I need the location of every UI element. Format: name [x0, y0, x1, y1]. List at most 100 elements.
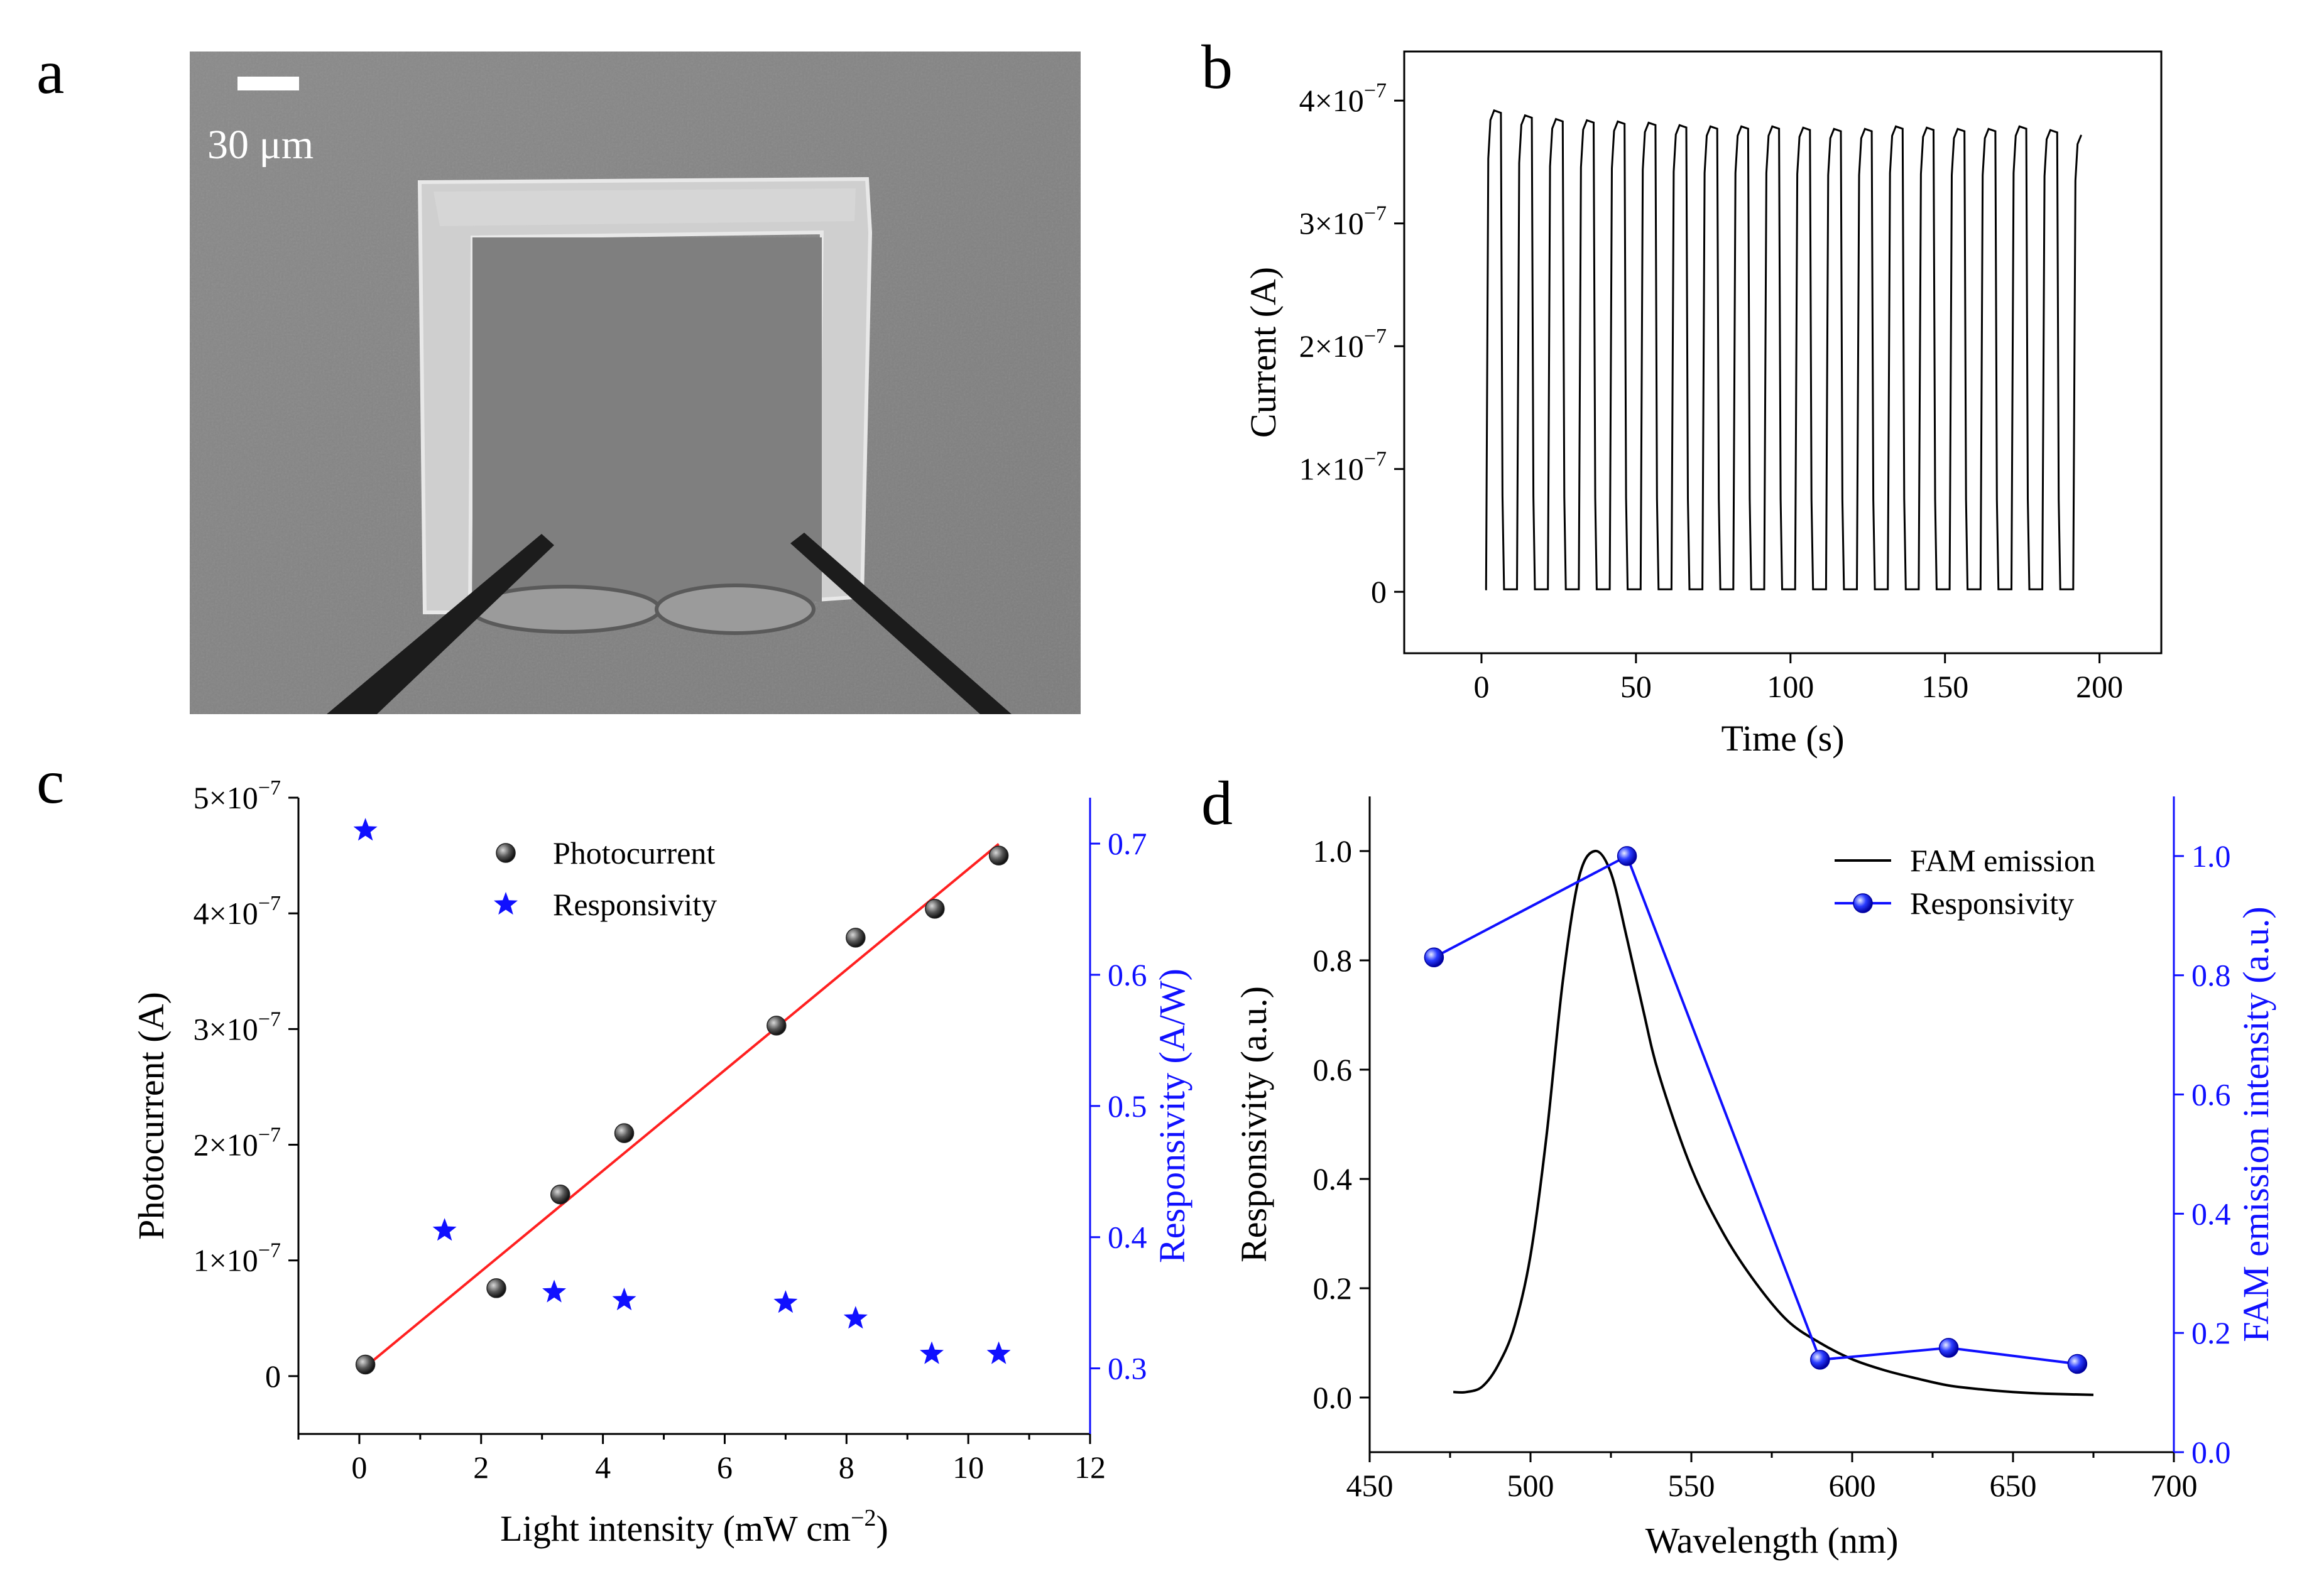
x-tick-label: 550: [1668, 1468, 1715, 1503]
panel-letter-d: d: [1201, 768, 1233, 838]
scale-bar-label: 30 μm: [207, 122, 314, 168]
panel-letter-c: c: [36, 747, 64, 817]
responsivity-point: [542, 1279, 567, 1303]
y2-tick-label: 1.0: [2191, 839, 2231, 874]
pulse-peak: [2081, 134, 2082, 136]
x-tick-label: 450: [1346, 1468, 1394, 1503]
x-tick-label: 6: [717, 1450, 733, 1485]
x-tick-label: 600: [1829, 1468, 1876, 1503]
x-tick-label: 500: [1507, 1468, 1554, 1503]
panel-letter-a: a: [36, 37, 64, 107]
pulse-peak: [1586, 119, 1588, 121]
photocurrent-point: [988, 845, 1009, 866]
y2-tick-label: 0.5: [1108, 1088, 1147, 1124]
y-tick-label: 0.2: [1313, 1271, 1353, 1306]
y-tick-label: 2×10−7: [1299, 325, 1387, 364]
plot-frame: [1403, 50, 2163, 654]
x-axis-label: Time (s): [1721, 718, 1844, 759]
responsivity-point: [986, 1341, 1011, 1364]
pulse-peak: [1617, 121, 1618, 122]
legend-responsivity-marker: [494, 892, 518, 915]
y-tick-label: 3×10−7: [1299, 202, 1387, 241]
x-tick-label: 150: [1921, 669, 1968, 704]
x-tick-label: 700: [2151, 1468, 2198, 1503]
responsivity-point: [843, 1306, 868, 1329]
y-axis-label: Current (A): [1243, 267, 1284, 438]
probe-left: [327, 534, 554, 714]
y-tick-label: 5×10−7: [194, 776, 281, 815]
responsivity-point: [773, 1290, 798, 1313]
y-tick-label: 4×10−7: [1299, 79, 1387, 118]
y2-axis-label: Responsivity (A/W): [1152, 969, 1192, 1263]
x-tick-label: 200: [2076, 669, 2123, 704]
y2-tick-label: 0.4: [2191, 1196, 2231, 1231]
y-tick-label: 0.4: [1313, 1161, 1353, 1197]
pulse-peak: [1679, 124, 1680, 126]
y-tick-label: 1×10−7: [1299, 448, 1387, 487]
photocurrent-point: [767, 1016, 787, 1036]
responsivity-point: [920, 1341, 944, 1364]
pulse-peak: [1493, 110, 1495, 111]
x-tick-label: 100: [1767, 669, 1814, 704]
responsivity-point: [1810, 1350, 1830, 1370]
x-tick-label: 0: [351, 1450, 367, 1485]
x-tick-label: 12: [1074, 1450, 1106, 1485]
pulse-peak: [1710, 126, 1711, 127]
photocurrent-point: [486, 1278, 506, 1298]
legend-photocurrent-marker: [496, 843, 516, 863]
y2-tick-label: 0.8: [2191, 958, 2231, 993]
responsivity-line: [1433, 854, 2078, 1365]
x-tick-label: 8: [839, 1450, 854, 1485]
y-tick-label: 1.0: [1313, 833, 1353, 869]
responsivity-point: [353, 818, 378, 841]
panel-d-chart: 450 500 550 600 650 7000.00.20.40.60.81.00.00…: [1233, 796, 2276, 1561]
y2-tick-label: 0.7: [1108, 826, 1147, 861]
responsivity-point: [612, 1288, 636, 1311]
x-axis-label: Light intensity (mW cm−2): [500, 1505, 888, 1549]
y-tick-label: 1×10−7: [194, 1239, 281, 1278]
responsivity-point: [2067, 1354, 2088, 1374]
panel-c-chart: 0 2 4 6 8 10 12 0 1×10−7 2×10−7 3×10−7 4×10−7 5×10−7…: [131, 776, 1192, 1549]
legend-responsivity-marker: [1853, 893, 1873, 913]
x-axis-label: Wavelength (nm): [1645, 1520, 1899, 1561]
x-tick-label: 10: [952, 1450, 984, 1485]
pulse-peak: [1741, 126, 1742, 127]
scale-bar: [237, 77, 299, 90]
responsivity-point: [1424, 947, 1444, 968]
y2-tick-label: 0.4: [1108, 1220, 1147, 1255]
y-axis-label: Responsivity (a.u.): [1233, 986, 1274, 1262]
panel-b-chart: 0 50 100 150 200 0 1×10−7 2×10−7 3×10−7 4×10−7 Tim…: [1243, 50, 2163, 759]
linear-fit-line: [364, 843, 1000, 1368]
responsivity-point: [1938, 1338, 1959, 1358]
y2-tick-label: 0.6: [2191, 1077, 2231, 1112]
photocurrent-point: [846, 928, 866, 948]
y2-tick-label: 0.6: [1108, 957, 1147, 992]
probe-right: [790, 533, 1012, 714]
y2-axis-label: FAM emission intensity (a.u.): [2235, 906, 2276, 1342]
y2-tick-label: 0.2: [2191, 1315, 2231, 1350]
y2-tick-label: 0.3: [1108, 1351, 1147, 1386]
x-tick-label: 650: [1990, 1468, 2037, 1503]
pulse-peak: [2019, 126, 2020, 127]
x-tick-label: 4: [595, 1450, 611, 1485]
x-tick-label: 2: [473, 1450, 489, 1485]
legend-responsivity-label: Responsivity: [1910, 886, 2074, 921]
y-tick-label: 3×10−7: [194, 1007, 281, 1046]
photocurrent-point: [614, 1123, 635, 1143]
y-tick-label: 0: [1371, 574, 1387, 609]
photocurrent-point: [925, 899, 945, 919]
legend-responsivity-label: Responsivity: [553, 887, 717, 922]
photocurrent-point: [355, 1354, 376, 1375]
y-tick-label: 0.0: [1313, 1380, 1353, 1415]
y-tick-label: 0.6: [1313, 1052, 1353, 1087]
panel-letter-b: b: [1201, 32, 1233, 102]
pulse-peak: [2049, 129, 2051, 131]
responsivity-point: [432, 1218, 457, 1241]
photocurrent-point: [550, 1184, 570, 1205]
y-tick-label: 2×10−7: [194, 1124, 281, 1163]
y-tick-label: 4×10−7: [194, 892, 281, 931]
fam-emission-curve: [1453, 849, 2094, 1396]
y-tick-label: 0: [265, 1359, 281, 1394]
electrode-pad-right: [655, 584, 816, 635]
legend-fam-label: FAM emission: [1910, 843, 2095, 878]
